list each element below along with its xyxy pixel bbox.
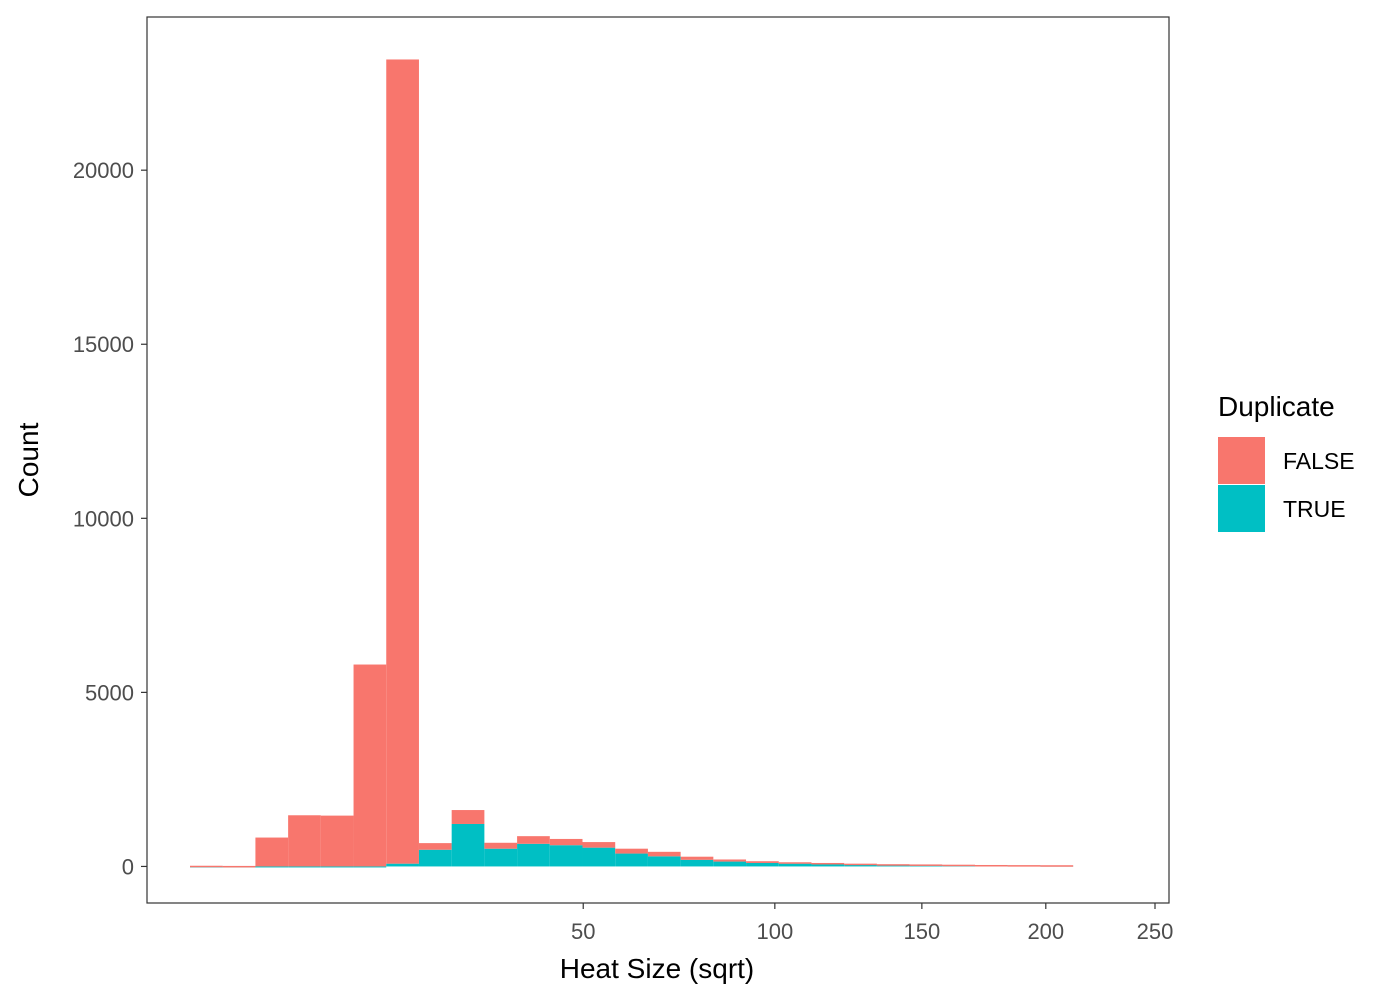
x-tick-label: 100 [756,919,793,944]
bar-false [680,856,714,860]
legend-title: Duplicate [1218,391,1335,422]
bar-true [288,866,321,868]
bar-true [746,862,779,867]
y-tick-label: 20000 [73,158,134,183]
legend-label-true: TRUE [1283,496,1346,522]
bar-false [975,864,1008,867]
bars-layer [190,59,1074,868]
bar-false [451,810,485,824]
x-tick-label: 50 [571,919,595,944]
bar-true [386,863,419,867]
bar-false [909,864,943,866]
bar-false [517,836,550,844]
x-tick-label: 200 [1027,919,1064,944]
bar-false [386,59,419,864]
bar-false [549,838,583,846]
bar-false [222,865,256,868]
legend-label-false: FALSE [1283,448,1355,474]
bar-false [746,861,779,863]
y-tick-label: 10000 [73,506,134,531]
bar-true [647,856,681,867]
bar-false [942,864,976,867]
bar-false [484,842,518,849]
plot-background [147,17,1169,903]
bar-false [778,862,812,864]
y-tick-label: 15000 [73,332,134,357]
bar-false [320,815,354,867]
x-tick-label: 150 [903,919,940,944]
x-tick-label: 250 [1137,919,1174,944]
bar-true [353,866,387,868]
y-tick-label: 5000 [85,680,134,705]
bar-false [615,848,648,854]
bar-true [451,823,485,867]
bar-true [418,849,452,867]
bar-true [484,848,518,867]
bar-false [255,837,289,867]
bar-false [353,664,387,867]
bar-true [549,845,583,867]
y-axis: 0 5000 10000 15000 20000 [73,158,147,879]
bar-false [190,865,223,868]
bar-true [713,861,747,867]
bar-true [615,853,648,867]
bar-false [582,842,616,848]
bar-false [288,815,321,867]
legend-swatch-true [1218,485,1265,532]
bar-false [876,864,910,866]
bar-false [1007,865,1041,867]
legend: Duplicate FALSE TRUE [1218,391,1355,532]
bar-false [647,851,681,857]
y-axis-title: Count [13,422,44,497]
bar-true [320,866,354,868]
bar-false [1040,865,1074,867]
y-tick-label: 0 [122,854,134,879]
bar-true [811,864,845,867]
bar-true [255,866,289,868]
bar-true [517,843,550,867]
bar-false [713,859,747,862]
bar-true [680,859,714,867]
plot-border [146,16,1170,904]
bar-true [778,863,812,867]
x-axis: 50 100 150 200 250 [571,903,1173,944]
bar-false [811,862,845,865]
bar-false [418,843,452,850]
bar-false [844,863,877,866]
bar-true [582,847,616,867]
x-axis-title: Heat Size (sqrt) [560,953,755,984]
bar-true [844,864,877,867]
legend-swatch-false [1218,437,1265,484]
